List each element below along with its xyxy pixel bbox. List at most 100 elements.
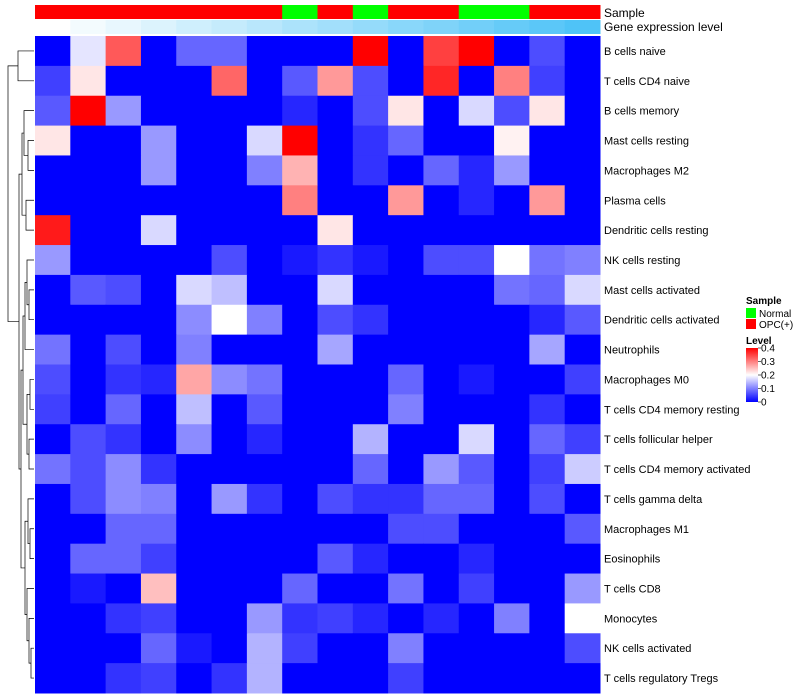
heatmap-cell — [564, 95, 601, 127]
legend-label-normal: Normal — [759, 309, 791, 320]
heatmap-cell — [494, 483, 530, 515]
heatmap-cell — [458, 603, 495, 634]
heatmap-cell — [35, 394, 71, 425]
heatmap-cell — [70, 65, 107, 97]
row-labels: B cells naive T cells CD4 naive B cells me… — [604, 46, 751, 685]
heatmap-cell — [317, 663, 354, 694]
heatmap-cell — [564, 394, 601, 425]
row-label: NK cells resting — [604, 255, 680, 267]
heatmap-cell — [564, 125, 601, 156]
heatmap-cell — [246, 185, 283, 216]
dendrogram-branch — [18, 173, 22, 470]
heatmap-cell — [176, 513, 213, 545]
heatmap-cell — [140, 36, 177, 67]
heatmap-cell — [176, 633, 213, 664]
heatmap-cell — [352, 185, 389, 216]
heatmap-cell — [211, 633, 248, 664]
heatmap-cell — [70, 483, 107, 515]
heatmap-cell — [388, 633, 424, 664]
heatmap-cell — [388, 513, 424, 545]
row-label: T cells CD4 naive — [604, 76, 690, 88]
heatmap-cell — [70, 245, 107, 276]
heatmap-cell — [211, 304, 248, 336]
heatmap-cell — [494, 125, 530, 156]
level-tick-label: 0 — [761, 398, 767, 409]
heatmap-cell — [494, 573, 530, 604]
expression-annotation-cell — [282, 20, 318, 34]
heatmap-cell — [105, 424, 142, 455]
heatmap-cell — [317, 633, 354, 664]
heatmap-cell — [388, 603, 424, 634]
expression-annotation-cell — [458, 20, 495, 34]
heatmap-cell — [35, 65, 71, 97]
heatmap-cell — [564, 65, 601, 97]
heatmap-cell — [529, 125, 566, 156]
heatmap-cell — [317, 185, 354, 216]
heatmap-cell — [176, 36, 213, 67]
heatmap-cell — [458, 215, 495, 246]
dendrogram-branch — [25, 199, 34, 231]
heatmap-cell — [140, 65, 177, 97]
heatmap-cells — [35, 36, 601, 694]
heatmap-cell — [423, 65, 460, 97]
heatmap-cell — [564, 454, 601, 485]
heatmap-cell — [388, 245, 424, 276]
heatmap-cell — [282, 65, 318, 97]
heatmap-cell — [352, 483, 389, 515]
heatmap-cell — [352, 245, 389, 276]
row-label: Mast cells resting — [604, 136, 689, 148]
expression-annotation-cell — [529, 20, 566, 34]
heatmap-cell — [494, 36, 530, 67]
heatmap-cell — [140, 155, 177, 186]
heatmap-cell — [564, 245, 601, 276]
heatmap-cell — [282, 304, 318, 336]
heatmap-cell — [458, 245, 495, 276]
sample-annotation-cell — [105, 5, 142, 19]
heatmap-cell — [494, 663, 530, 694]
heatmap-cell — [529, 95, 566, 127]
heatmap-cell — [35, 483, 71, 515]
heatmap-cell — [352, 215, 389, 246]
heatmap-cell — [35, 125, 71, 156]
heatmap-cell — [317, 36, 354, 67]
heatmap-cell — [105, 543, 142, 575]
heatmap-cell — [564, 274, 601, 306]
heatmap-cell — [564, 155, 601, 186]
expression-annotation-cell — [317, 20, 354, 34]
heatmap-cell — [105, 125, 142, 156]
heatmap-cell — [388, 185, 424, 216]
heatmap-cell — [494, 454, 530, 485]
heatmap-cell — [317, 454, 354, 485]
heatmap-cell — [529, 185, 566, 216]
heatmap-cell — [529, 245, 566, 276]
heatmap-cell — [35, 454, 71, 485]
heatmap-cell — [282, 454, 318, 485]
heatmap-cell — [246, 215, 283, 246]
row-label: Neutrophils — [604, 345, 660, 357]
row-label: T cells regulatory Tregs — [604, 673, 719, 685]
heatmap-cell — [176, 155, 213, 186]
heatmap-cell — [105, 274, 142, 306]
heatmap-cell — [388, 394, 424, 425]
heatmap-cell — [211, 454, 248, 485]
heatmap-cell — [529, 483, 566, 515]
heatmap-cell — [70, 185, 107, 216]
heatmap-cell — [105, 633, 142, 664]
heatmap-cell — [423, 573, 460, 604]
dendrogram-branch — [23, 110, 34, 156]
heatmap-cell — [317, 215, 354, 246]
heatmap-cell — [211, 513, 248, 545]
heatmap-cell — [140, 364, 177, 395]
heatmap-cell — [70, 573, 107, 604]
heatmap-cell — [70, 454, 107, 485]
sample-annotation-cell — [564, 5, 601, 19]
heatmap-cell — [105, 185, 142, 216]
heatmap-cell — [246, 573, 283, 604]
heatmap-cell — [35, 245, 71, 276]
expression-annotation-cell — [352, 20, 389, 34]
legend-level-title: Level — [746, 336, 772, 347]
heatmap-cell — [246, 36, 283, 67]
sample-annotation-cell — [494, 5, 530, 19]
heatmap-cell — [211, 364, 248, 395]
sample-annotation-cell — [317, 5, 354, 19]
